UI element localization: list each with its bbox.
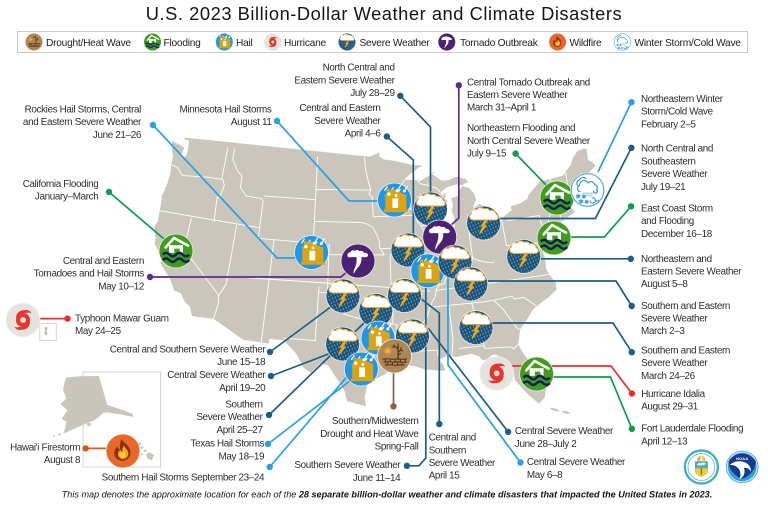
svg-text:April 19–20: April 19–20 — [219, 383, 266, 394]
svg-text:Drought/Heat Wave: Drought/Heat Wave — [46, 38, 131, 49]
svg-text:North Central and: North Central and — [641, 144, 713, 155]
svg-text:Southern Severe Weather: Southern Severe Weather — [294, 460, 401, 471]
svg-text:Severe Weather: Severe Weather — [641, 169, 708, 180]
svg-text:North Central Severe Weather: North Central Severe Weather — [467, 136, 591, 147]
svg-text:January–March: January–March — [35, 192, 99, 203]
svg-text:Severe Weather: Severe Weather — [429, 458, 496, 469]
svg-text:Severe Weather: Severe Weather — [314, 116, 381, 127]
svg-text:Fort Lauderdale Flooding: Fort Lauderdale Flooding — [641, 424, 743, 435]
svg-text:May 18–19: May 18–19 — [218, 451, 265, 462]
svg-text:June 11–14: June 11–14 — [353, 473, 401, 484]
svg-text:March 24–26: March 24–26 — [641, 371, 696, 382]
svg-text:Central and Eastern: Central and Eastern — [299, 103, 380, 114]
svg-text:Hurricane: Hurricane — [284, 38, 326, 49]
svg-text:Eastern Severe Weather: Eastern Severe Weather — [641, 267, 742, 278]
svg-text:August 29–31: August 29–31 — [641, 402, 699, 413]
svg-text:North Central and: North Central and — [323, 63, 395, 74]
svg-text:Severe Weather: Severe Weather — [360, 38, 431, 49]
svg-text:July 28–29: July 28–29 — [350, 88, 395, 99]
svg-text:Southern Hail Storms September: Southern Hail Storms September 23–24 — [102, 473, 265, 484]
svg-text:Northeastern and: Northeastern and — [641, 254, 712, 265]
svg-text:and Eastern Severe Weather: and Eastern Severe Weather — [23, 117, 142, 128]
svg-text:Eastern Severe Weather: Eastern Severe Weather — [467, 90, 568, 101]
svg-text:Central and Southern Severe We: Central and Southern Severe Weather — [110, 344, 267, 355]
svg-text:Hawai'i Firestorm: Hawai'i Firestorm — [10, 442, 80, 453]
svg-text:Northeastern Winter: Northeastern Winter — [641, 94, 724, 105]
svg-text:Typhoon Mawar Guam: Typhoon Mawar Guam — [75, 314, 169, 325]
svg-text:Southern and Eastern: Southern and Eastern — [641, 346, 730, 357]
svg-text:June 21–26: June 21–26 — [93, 130, 142, 141]
svg-text:Texas Hail Storms: Texas Hail Storms — [191, 439, 265, 450]
svg-text:Central Severe Weather: Central Severe Weather — [527, 457, 626, 468]
svg-text:May 6–8: May 6–8 — [527, 470, 563, 481]
svg-text:Central Severe Weather: Central Severe Weather — [515, 426, 614, 437]
svg-text:Flooding: Flooding — [164, 38, 202, 49]
svg-text:Eastern Severe Weather: Eastern Severe Weather — [294, 75, 395, 86]
svg-text:Southern and Eastern: Southern and Eastern — [641, 301, 730, 312]
svg-text:Central and Eastern: Central and Eastern — [63, 256, 144, 267]
svg-text:March 31–April 1: March 31–April 1 — [467, 103, 537, 114]
svg-text:Hurricane Idalia: Hurricane Idalia — [641, 389, 705, 400]
svg-text:Central Tornado Outbreak and: Central Tornado Outbreak and — [467, 77, 590, 88]
svg-text:Rockies Hail Storms, Central: Rockies Hail Storms, Central — [25, 105, 142, 116]
svg-text:This map denotes the approxima: This map denotes the approximate locatio… — [62, 490, 713, 500]
svg-text:Hail: Hail — [236, 38, 253, 49]
svg-text:Tornadoes and Hail Storms: Tornadoes and Hail Storms — [34, 269, 145, 280]
svg-text:Severe Weather: Severe Weather — [641, 314, 708, 325]
svg-text:August 11: August 11 — [231, 117, 272, 128]
svg-text:Tornado Outbreak: Tornado Outbreak — [460, 38, 539, 49]
svg-text:Southern: Southern — [225, 399, 262, 410]
svg-text:August 5–8: August 5–8 — [641, 279, 688, 290]
svg-text:July 19–21: July 19–21 — [641, 182, 686, 193]
svg-text:Storm/Cold Wave: Storm/Cold Wave — [641, 107, 714, 118]
svg-text:Drought and Heat Wave: Drought and Heat Wave — [320, 429, 419, 440]
svg-text:December 16–18: December 16–18 — [641, 229, 713, 240]
svg-text:Central Severe Weather: Central Severe Weather — [167, 370, 266, 381]
svg-text:Spring-Fall: Spring-Fall — [375, 442, 419, 453]
svg-text:June 15–18: June 15–18 — [217, 357, 266, 368]
svg-text:April 12–13: April 12–13 — [641, 436, 688, 447]
svg-text:March 2–3: March 2–3 — [641, 326, 685, 337]
svg-text:Severe Weather: Severe Weather — [641, 358, 708, 369]
svg-text:June 28–July 2: June 28–July 2 — [515, 439, 577, 450]
svg-text:Wildfire: Wildfire — [570, 38, 603, 49]
svg-text:July 9–15: July 9–15 — [467, 149, 507, 160]
svg-text:April 15: April 15 — [429, 471, 461, 482]
svg-text:Southeastern: Southeastern — [641, 156, 696, 167]
svg-text:Severe Weather: Severe Weather — [196, 412, 263, 423]
svg-text:Northeastern Flooding and: Northeastern Flooding and — [467, 123, 575, 134]
svg-text:May 10–12: May 10–12 — [98, 281, 144, 292]
svg-text:August 8: August 8 — [44, 455, 81, 466]
svg-text:NOAA: NOAA — [736, 456, 748, 461]
svg-text:Winter Storm/Cold Wave: Winter Storm/Cold Wave — [635, 38, 742, 49]
svg-text:May 24–25: May 24–25 — [75, 326, 122, 337]
svg-text:April 4–6: April 4–6 — [345, 129, 382, 140]
svg-text:Minnesota Hail Storms: Minnesota Hail Storms — [180, 105, 272, 116]
svg-text:Southern: Southern — [429, 445, 466, 456]
svg-text:February 2–5: February 2–5 — [641, 119, 696, 130]
svg-text:Central and: Central and — [429, 433, 476, 444]
svg-text:California Flooding: California Flooding — [23, 179, 99, 190]
svg-text:Southern/Midwestern: Southern/Midwestern — [332, 416, 419, 427]
svg-text:U.S. 2023 Billion-Dollar Weath: U.S. 2023 Billion-Dollar Weather and Cli… — [146, 3, 622, 24]
svg-text:April 25–27: April 25–27 — [216, 425, 262, 436]
svg-text:and Flooding: and Flooding — [641, 216, 694, 227]
svg-text:East Coast Storm: East Coast Storm — [641, 204, 713, 215]
